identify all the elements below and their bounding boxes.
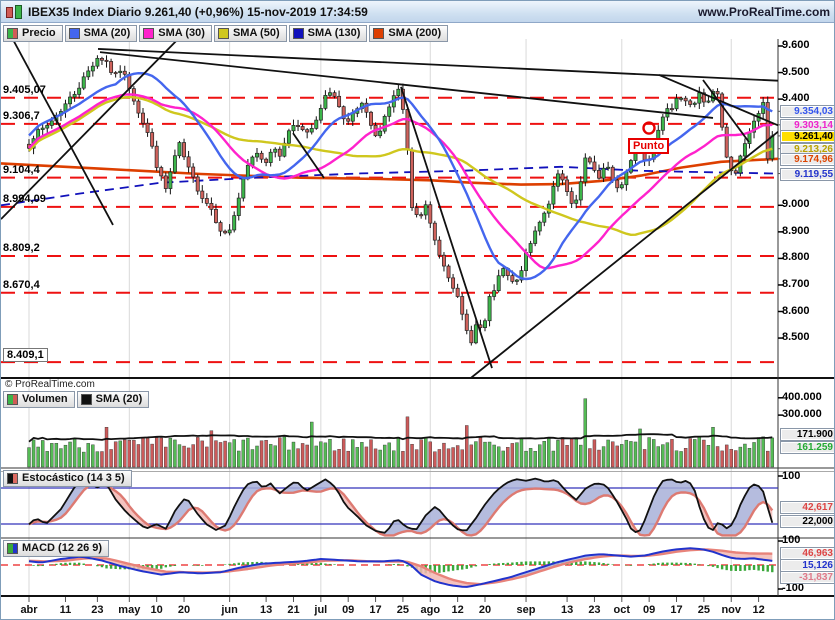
legend-swatch-icon (68, 28, 80, 39)
legend-item-precio[interactable]: Precio (3, 25, 63, 42)
legend-item-sma-20-[interactable]: SMA (20) (76, 391, 150, 408)
legend-swatch-icon (7, 394, 18, 405)
trend-lines (1, 39, 778, 378)
legend-item-sma-50-[interactable]: SMA (50) (213, 25, 287, 42)
legend-label: Precio (22, 27, 56, 39)
macd-legend: MACD (12 26 9) (3, 540, 110, 557)
legend-label: SMA (20) (95, 393, 143, 405)
copyright-label: © ProRealTime.com (5, 379, 95, 390)
volume-bars (27, 398, 774, 468)
legend-swatch-icon (292, 28, 304, 39)
legend-swatch-icon (217, 28, 229, 39)
legend-label: SMA (200) (388, 27, 442, 39)
legend-label: SMA (50) (232, 27, 280, 39)
legend-swatch-icon (7, 473, 18, 484)
stochastic-plot (28, 477, 774, 537)
legend-item-sma-200-[interactable]: SMA (200) (369, 25, 449, 42)
legend-swatch-icon (373, 28, 385, 39)
legend-label: Estocástico (14 3 5) (22, 472, 125, 484)
legend-swatch-icon (143, 28, 155, 39)
legend-label: Volumen (22, 393, 68, 405)
legend-label: MACD (12 26 9) (22, 542, 103, 554)
legend-label: SMA (30) (158, 27, 205, 39)
legend-item-sma-20-[interactable]: SMA (20) (64, 25, 138, 42)
legend-item-macd-12-26-9-[interactable]: MACD (12 26 9) (3, 540, 110, 557)
legend-swatch-icon (7, 28, 18, 39)
stochastic-legend: Estocástico (14 3 5) (3, 470, 132, 487)
punto-annotation-label[interactable]: Punto (628, 138, 670, 155)
price-legend: Precio SMA (20) SMA (30) SMA (50) SMA (130) S… (3, 25, 449, 42)
legend-label: SMA (20) (83, 27, 131, 39)
legend-item-sma-130-[interactable]: SMA (130) (288, 25, 368, 42)
legend-label: SMA (130) (307, 27, 361, 39)
candlestick-icon (6, 4, 22, 19)
window-title: IBEX35 Index Diario 9.261,40 (+0,96%) 15… (28, 4, 368, 19)
punto-circle-marker (642, 121, 656, 135)
legend-item-volumen[interactable]: Volumen (3, 391, 75, 408)
legend-swatch-icon (80, 394, 92, 405)
legend-item-sma-30-[interactable]: SMA (30) (139, 25, 212, 42)
fast-sma-lines (28, 71, 773, 281)
window-title-bar[interactable]: IBEX35 Index Diario 9.261,40 (+0,96%) 15… (1, 1, 834, 23)
volume-legend: Volumen SMA (20) (3, 391, 150, 408)
legend-item-estoc-stico-14-3-5-[interactable]: Estocástico (14 3 5) (3, 470, 132, 487)
prorealtime-watermark: www.ProRealTime.com (697, 4, 830, 19)
slow-sma-lines (1, 157, 778, 207)
macd-plot (1, 547, 778, 588)
legend-swatch-icon (7, 543, 18, 554)
